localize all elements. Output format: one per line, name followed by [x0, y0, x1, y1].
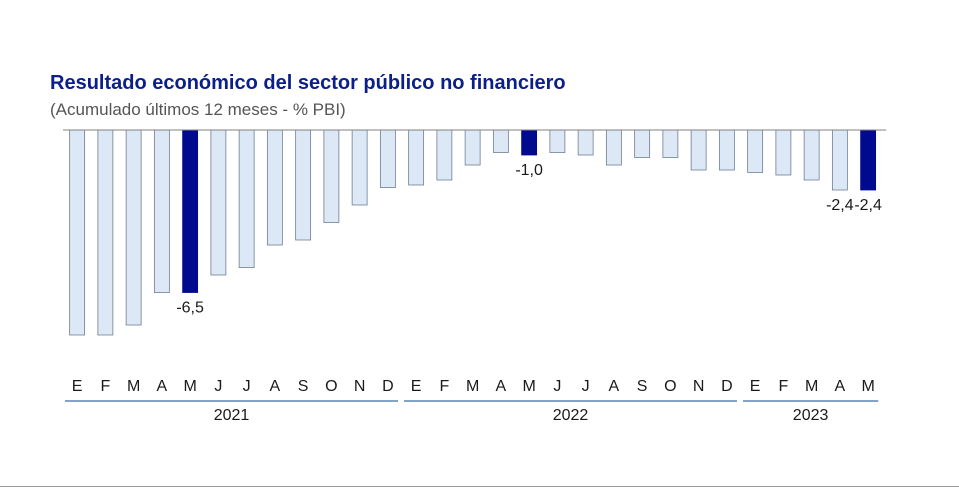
- bar-1: [97, 129, 114, 336]
- bar-26: [803, 129, 820, 181]
- year-label-0: 2021: [214, 407, 250, 424]
- month-label-12: E: [411, 378, 422, 395]
- bar-28: [860, 129, 877, 191]
- bar-13: [436, 129, 453, 181]
- month-label-19: A: [609, 378, 620, 395]
- bar-22: [690, 129, 707, 171]
- bars-group: [69, 129, 877, 336]
- month-label-8: S: [298, 378, 309, 395]
- bar-10: [351, 129, 368, 206]
- month-label-24: E: [750, 378, 761, 395]
- data-labels-group: -6,5 -1,0 -2,4 -2,4: [176, 162, 882, 317]
- month-label-23: D: [721, 378, 733, 395]
- month-label-13: F: [439, 378, 449, 395]
- chart-title: Resultado económico del sector público n…: [50, 72, 566, 94]
- year-label-2: 2023: [793, 407, 829, 424]
- month-label-9: O: [325, 378, 337, 395]
- month-label-0: E: [72, 378, 83, 395]
- month-label-16: M: [522, 378, 535, 395]
- data-label-1: -1,0: [515, 162, 543, 179]
- bar-0: [69, 129, 86, 336]
- bar-9: [323, 129, 340, 223]
- month-label-27: A: [835, 378, 846, 395]
- month-label-6: J: [243, 378, 251, 395]
- chart-subtitle: (Acumulado últimos 12 meses - % PBI): [50, 100, 346, 119]
- month-label-25: F: [778, 378, 788, 395]
- month-label-3: A: [157, 378, 168, 395]
- data-label-0: -6,5: [176, 300, 204, 317]
- month-label-28: M: [861, 378, 874, 395]
- bar-2: [125, 129, 142, 326]
- bar-16: [521, 129, 538, 156]
- bar-12: [408, 129, 425, 186]
- month-label-22: N: [693, 378, 705, 395]
- month-label-21: O: [664, 378, 676, 395]
- bar-19: [605, 129, 622, 166]
- bar-20: [634, 129, 651, 158]
- month-label-17: J: [553, 378, 561, 395]
- bar-24: [747, 129, 764, 173]
- bar-23: [718, 129, 735, 171]
- bar-11: [379, 129, 396, 188]
- month-label-4: M: [183, 378, 196, 395]
- bottom-divider: [0, 486, 959, 487]
- data-label-3: -2,4: [854, 197, 882, 214]
- bar-4: [182, 129, 199, 293]
- month-label-10: N: [354, 378, 366, 395]
- bar-5: [210, 129, 227, 276]
- bar-17: [549, 129, 566, 153]
- bar-14: [464, 129, 481, 166]
- bar-25: [775, 129, 792, 176]
- month-label-20: S: [637, 378, 648, 395]
- year-axis: 2021 2022 2023: [65, 400, 879, 424]
- bar-21: [662, 129, 679, 158]
- month-label-18: J: [582, 378, 590, 395]
- month-label-26: M: [805, 378, 818, 395]
- month-label-11: D: [382, 378, 394, 395]
- month-label-1: F: [100, 378, 110, 395]
- bar-18: [577, 129, 594, 156]
- bar-8: [295, 129, 312, 241]
- bar-3: [153, 129, 170, 293]
- year-label-1: 2022: [553, 407, 589, 424]
- bar-15: [492, 129, 509, 153]
- month-label-5: J: [214, 378, 222, 395]
- data-label-2: -2,4: [826, 197, 854, 214]
- bar-27: [831, 129, 848, 191]
- month-label-2: M: [127, 378, 140, 395]
- month-label-7: A: [270, 378, 281, 395]
- bar-7: [266, 129, 283, 246]
- bar-6: [238, 129, 255, 268]
- month-label-14: M: [466, 378, 479, 395]
- month-label-15: A: [496, 378, 507, 395]
